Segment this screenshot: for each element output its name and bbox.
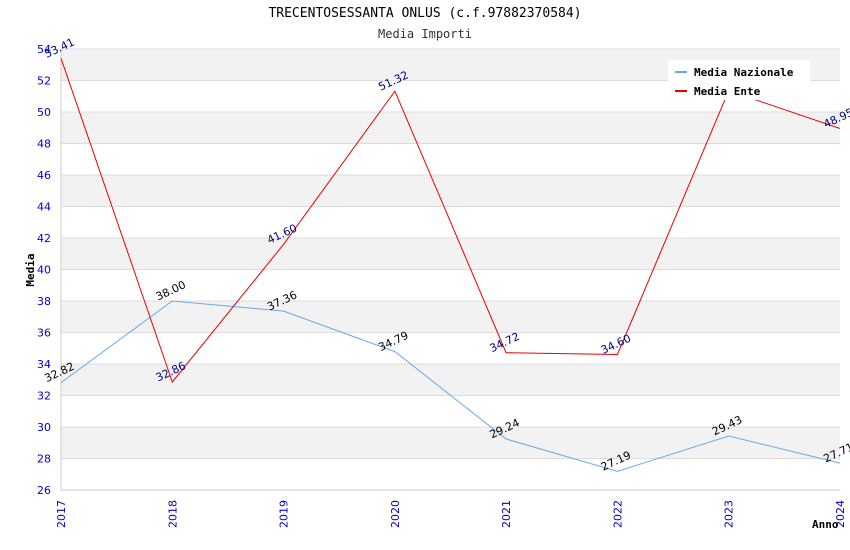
y-tick-label: 30 [37, 421, 51, 434]
grid-lines [60, 48, 840, 491]
x-axis-label: Anno [812, 518, 839, 531]
chart-subtitle: Media Importi [378, 27, 472, 41]
grid-band [61, 364, 840, 396]
y-tick-label: 26 [37, 484, 51, 497]
x-tick-label: 2019 [278, 500, 291, 528]
legend-label: Media Ente [694, 85, 761, 98]
y-tick-labels: 26 28 30 32 34 36 38 40 42 44 46 48 50 52 54 [37, 43, 51, 497]
grid-bands [61, 49, 840, 490]
grid-band [61, 301, 840, 333]
grid-band [61, 458, 840, 490]
y-tick-label: 50 [37, 106, 51, 119]
x-tick-label: 2020 [389, 500, 402, 528]
legend-label: Media Nazionale [694, 66, 794, 79]
y-tick-label: 38 [37, 295, 51, 308]
grid-band [61, 112, 840, 144]
x-tick-labels: 2017 2018 2019 2020 2021 2022 2023 2024 [55, 500, 847, 528]
y-tick-label: 28 [37, 453, 51, 466]
chart-title: TRECENTOSESSANTA ONLUS (c.f.97882370584) [268, 6, 582, 21]
x-tick-label: 2017 [55, 500, 68, 528]
grid-band [61, 143, 840, 175]
series-line [60, 58, 841, 384]
x-tick-label: 2024 [834, 500, 847, 528]
series-line [60, 300, 841, 472]
legend: Media Nazionale Media Ente [668, 60, 810, 100]
grid-band [61, 427, 840, 459]
y-tick-label: 40 [37, 264, 51, 277]
grid-band [61, 175, 840, 207]
y-axis-label: Media [24, 253, 37, 286]
x-tick-label: 2023 [723, 500, 736, 528]
grid-band [61, 238, 840, 270]
x-tick-label: 2018 [166, 500, 179, 528]
y-tick-label: 48 [37, 138, 51, 151]
series-lines [60, 58, 841, 472]
y-tick-label: 54 [37, 43, 51, 56]
legend-box [668, 60, 810, 100]
grid-band [61, 332, 840, 364]
y-tick-label: 36 [37, 327, 51, 340]
grid-band [61, 395, 840, 427]
y-tick-label: 34 [37, 358, 51, 371]
grid-band [61, 269, 840, 301]
y-tick-label: 52 [37, 75, 51, 88]
y-tick-label: 46 [37, 169, 51, 182]
y-tick-label: 32 [37, 390, 51, 403]
x-tick-label: 2022 [611, 500, 624, 528]
y-tick-label: 42 [37, 232, 51, 245]
y-tick-label: 44 [37, 201, 51, 214]
x-tick-label: 2021 [500, 500, 513, 528]
